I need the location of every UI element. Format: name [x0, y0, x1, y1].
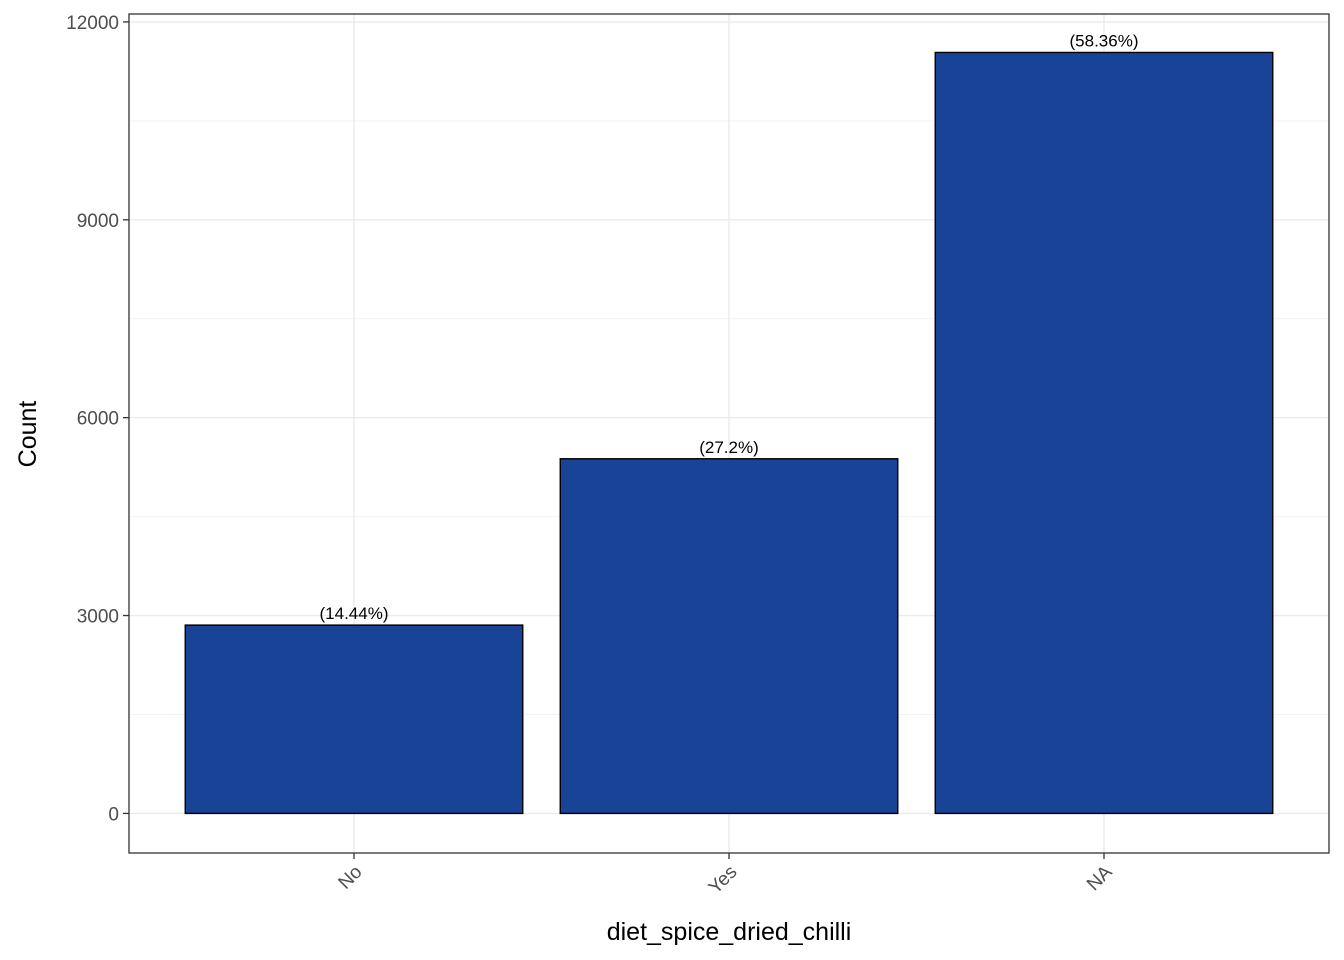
y-tick-label: 0 [108, 804, 119, 825]
x-tick-label: No [335, 862, 367, 894]
x-tick-label: Yes [705, 862, 742, 899]
bar-yes [559, 458, 899, 815]
x-tick-label: NA [1083, 861, 1117, 895]
bar-no [184, 624, 524, 815]
y-tick-label: 3000 [77, 607, 119, 628]
bar-labels: (14.44%) (27.2%) (58.36%) [320, 31, 1139, 623]
y-tick-label: 12000 [66, 13, 119, 34]
y-tick-label: 6000 [77, 409, 119, 430]
y-tick-label: 9000 [77, 211, 119, 232]
bar-na [934, 51, 1274, 815]
y-axis-title: Count [14, 401, 42, 468]
bars [184, 51, 1274, 815]
bar-percent-label: (58.36%) [1070, 31, 1139, 50]
x-axis-title: diet_spice_dried_chilli [607, 918, 852, 946]
x-axis: No Yes NA [335, 853, 1117, 898]
y-axis: 0 3000 6000 9000 12000 [66, 13, 129, 825]
bar-percent-label: (27.2%) [699, 438, 759, 457]
bar-percent-label: (14.44%) [320, 604, 389, 623]
